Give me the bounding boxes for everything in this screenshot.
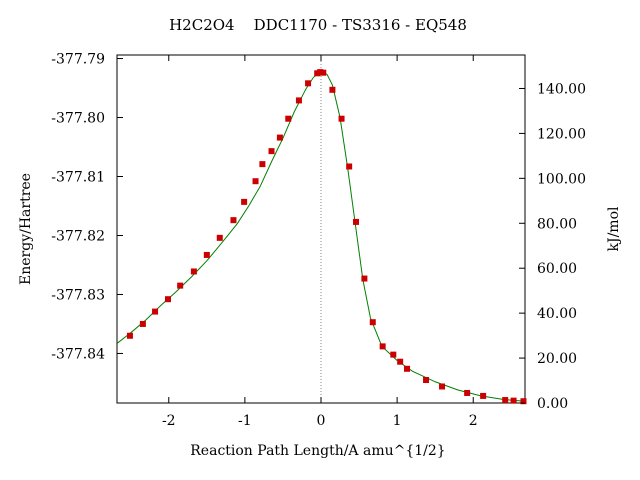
data-point <box>423 377 430 383</box>
data-point <box>241 198 248 205</box>
data-point <box>338 115 345 122</box>
y-tick-label: -377.84 <box>51 346 105 362</box>
y2-tick-label: 80.00 <box>537 216 577 232</box>
y2-tick-label: 20.00 <box>537 351 577 367</box>
data-point <box>502 397 509 404</box>
data-point <box>397 358 404 365</box>
data-point <box>305 80 312 87</box>
data-point <box>390 351 397 358</box>
data-point <box>252 178 259 185</box>
data-point <box>346 163 353 170</box>
y2-tick-label: 60.00 <box>537 261 577 277</box>
data-point <box>165 296 171 303</box>
data-point <box>276 134 283 141</box>
data-point <box>480 392 487 399</box>
data-point <box>285 115 292 122</box>
data-point <box>439 383 446 390</box>
x-tick-label: 2 <box>469 413 478 429</box>
y-axis-label: Energy/Hartree <box>18 173 34 285</box>
y-tick-label: -377.80 <box>51 111 105 127</box>
data-point <box>259 161 266 168</box>
data-point <box>379 343 386 350</box>
y-tick-label: -377.83 <box>51 287 105 303</box>
data-point <box>126 332 133 339</box>
data-point <box>520 398 527 405</box>
data-point <box>353 218 360 225</box>
y2-tick-label: 0.00 <box>537 396 568 412</box>
y-tick-label: -377.81 <box>51 170 105 186</box>
x-tick-label: -2 <box>162 413 176 429</box>
data-point <box>295 97 302 104</box>
y2-tick-label: 40.00 <box>537 306 577 322</box>
x-tick-label: -1 <box>238 413 252 429</box>
data-point <box>190 268 197 275</box>
data-point <box>510 397 517 404</box>
x-tick-label: 0 <box>317 413 326 429</box>
y2-tick-label: 140.00 <box>537 81 586 97</box>
y2-tick-label: 120.00 <box>537 126 586 142</box>
data-point <box>329 86 336 93</box>
y-tick-label: -377.82 <box>51 228 105 244</box>
data-point <box>139 320 146 327</box>
data-point <box>177 282 184 289</box>
chart-title: H2C2O4 DDC1170 - TS3316 - EQ548 <box>169 16 467 34</box>
x-axis-label: Reaction Path Length/A amu^{1/2} <box>190 443 445 459</box>
series-line <box>116 70 526 402</box>
data-point <box>361 275 368 282</box>
y2-tick-label: 100.00 <box>537 171 586 187</box>
y2-axis-label: kJ/mol <box>606 206 622 252</box>
data-point <box>404 365 411 372</box>
data-point <box>464 389 471 396</box>
data-point <box>369 319 376 326</box>
data-point <box>203 251 210 258</box>
data-point <box>317 69 324 76</box>
data-point <box>268 148 275 155</box>
data-point <box>216 234 223 241</box>
data-point <box>152 308 159 315</box>
data-point <box>314 70 321 77</box>
x-tick-label: 1 <box>393 413 402 429</box>
data-point <box>230 217 237 224</box>
data-point <box>320 69 327 76</box>
y-tick-label: -377.79 <box>51 52 105 68</box>
